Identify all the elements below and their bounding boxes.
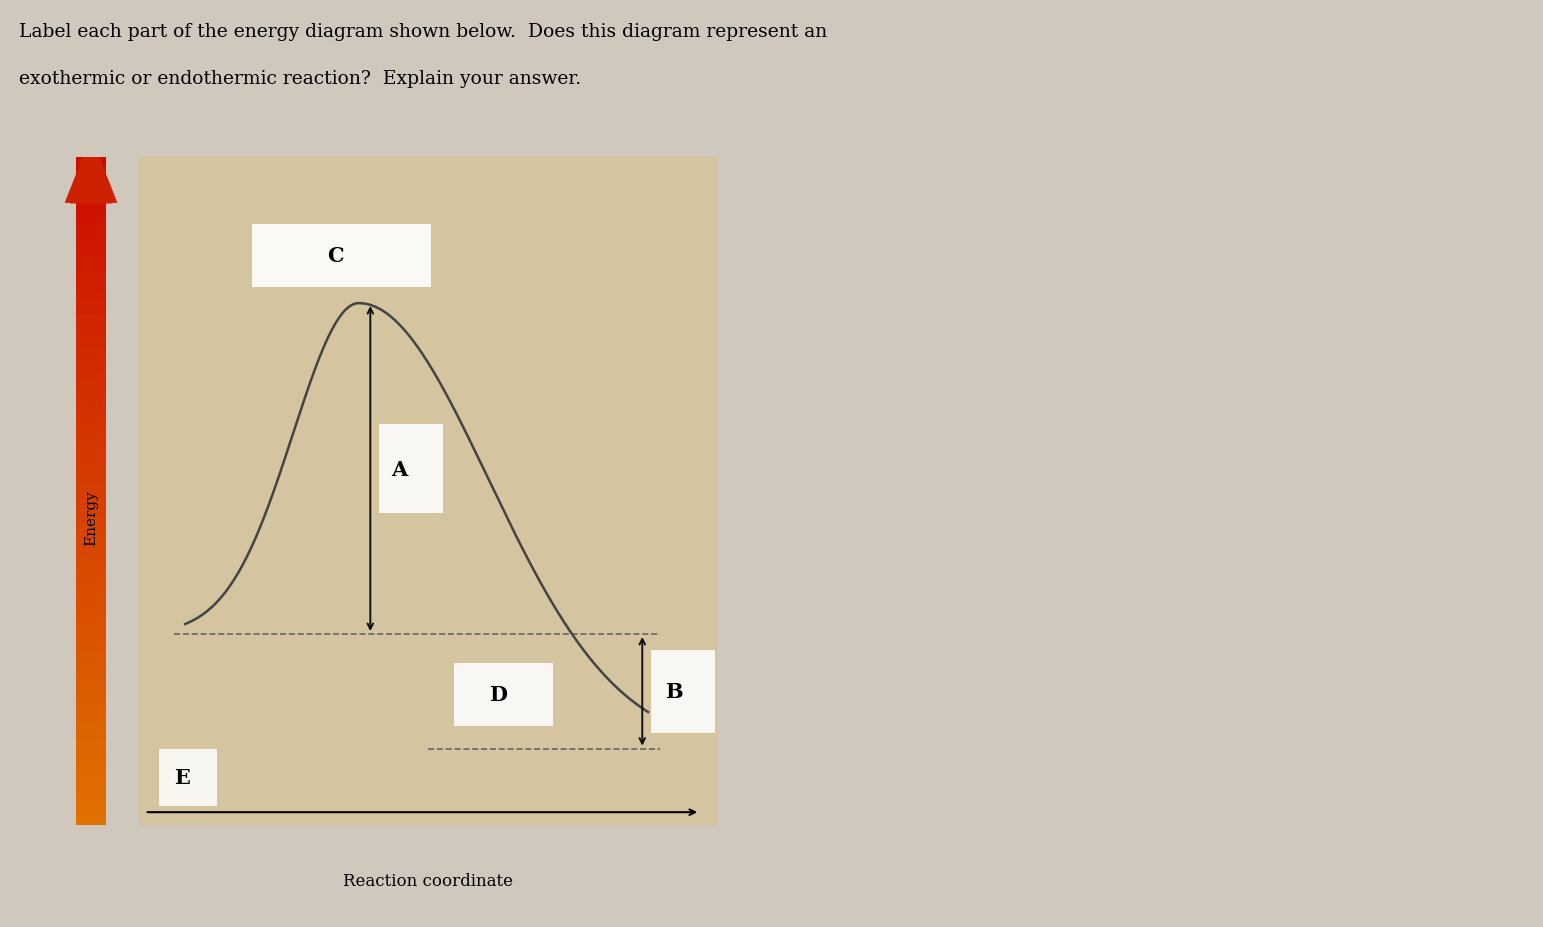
Text: C: C — [327, 247, 344, 266]
FancyBboxPatch shape — [159, 749, 218, 806]
FancyBboxPatch shape — [651, 650, 714, 733]
Text: Energy: Energy — [83, 490, 99, 546]
Text: E: E — [174, 768, 190, 787]
Text: A: A — [390, 459, 407, 479]
Text: D: D — [489, 685, 506, 705]
FancyBboxPatch shape — [252, 224, 430, 288]
FancyBboxPatch shape — [454, 663, 552, 727]
FancyArrow shape — [65, 137, 117, 204]
FancyBboxPatch shape — [380, 425, 443, 514]
Text: Label each part of the energy diagram shown below.  Does this diagram represent : Label each part of the energy diagram sh… — [19, 23, 827, 41]
Text: exothermic or endothermic reaction?  Explain your answer.: exothermic or endothermic reaction? Expl… — [19, 70, 580, 87]
Text: Reaction coordinate: Reaction coordinate — [343, 871, 514, 889]
Text: B: B — [665, 681, 684, 702]
